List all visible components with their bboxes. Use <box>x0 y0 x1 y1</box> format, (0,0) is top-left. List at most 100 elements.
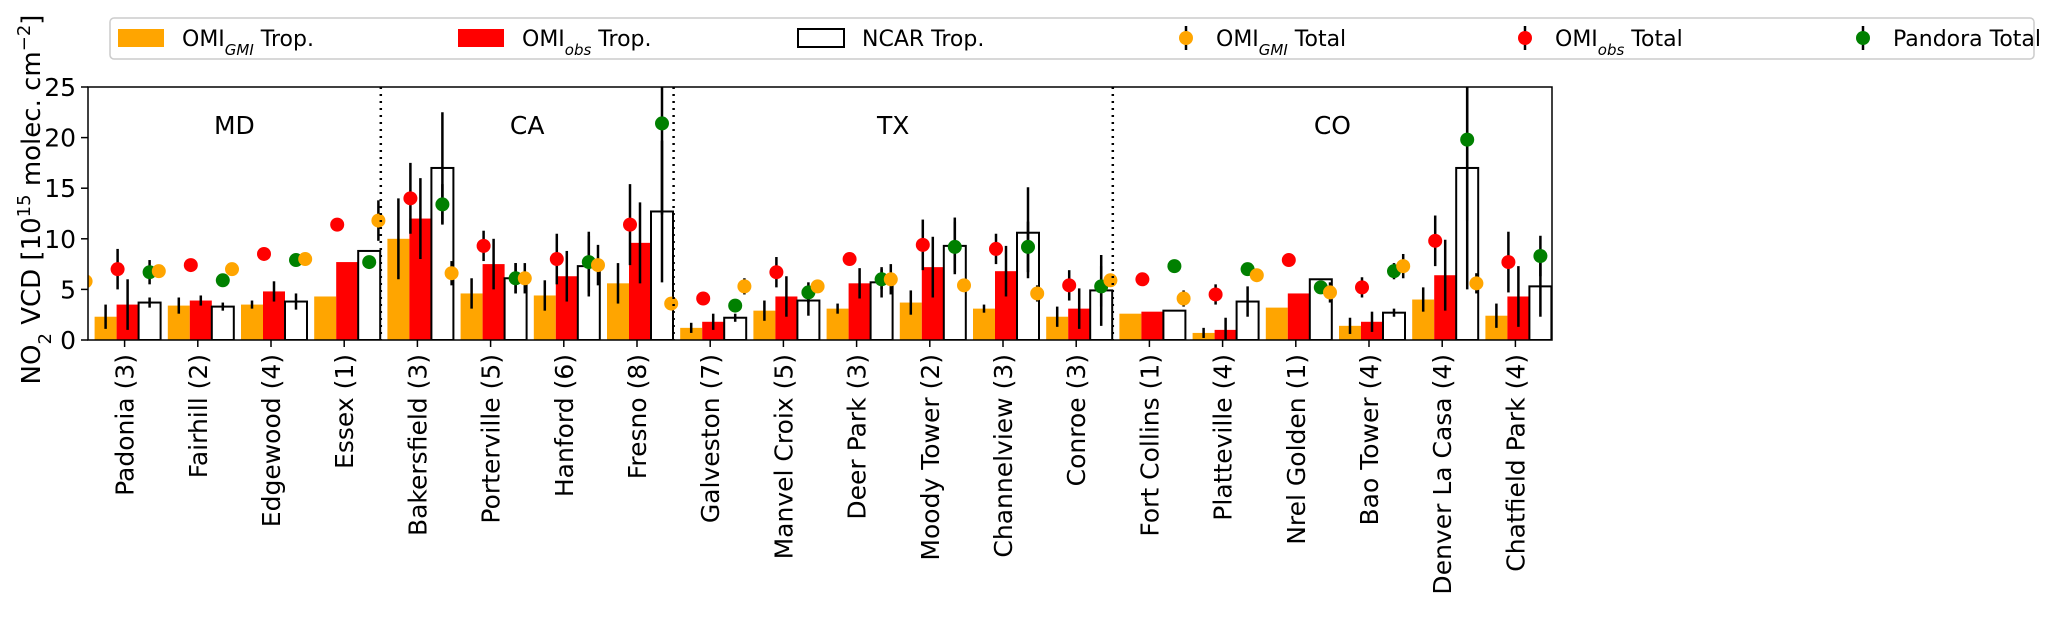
point-pandora-total-galveston-7 <box>728 298 743 313</box>
bar-omi-obs-trop-deer-park-3 <box>848 283 871 340</box>
point-omi-obs-total-bakersfield-3 <box>403 191 418 206</box>
legend-omigmi-trop-label: OMIGMI Trop. <box>182 27 314 59</box>
y-tick-label-20: 20 <box>44 124 76 153</box>
bar-ncar-trop-fairhill-2 <box>210 305 235 340</box>
point-pandora-total-chatfield-park-4 <box>1533 249 1548 264</box>
point-omi-gmi-total-deer-park-3 <box>810 279 825 294</box>
point-omi-gmi-total-denver-la-casa-4 <box>1396 259 1411 274</box>
legend-pandora-total-label: Pandora Total <box>1893 27 2041 52</box>
legend-omiobs-total-label: OMIobs Total <box>1555 27 1683 59</box>
point-pandora-total-fresno-8 <box>655 116 669 131</box>
point-omi-gmi-total-chatfield-park-4 <box>1469 276 1484 291</box>
point-omi-obs-total-fairhill-2 <box>183 258 198 273</box>
point-omi-gmi-total-channelview-3 <box>957 278 971 293</box>
x-tick-label-padonia-3: Padonia (3) <box>111 354 140 496</box>
x-tick-label-porterville-5: Porterville (5) <box>477 354 506 524</box>
point-pandora-total-channelview-3 <box>1021 239 1035 254</box>
bar-omi-obs-trop-moody-tower-2 <box>921 267 944 340</box>
point-omi-obs-total-deer-park-3 <box>842 252 857 267</box>
legend-omigmi-total-label: OMIGMI Total <box>1216 27 1346 59</box>
y-axis: 0 5 10 15 20 25 <box>44 73 88 355</box>
point-omi-obs-total-channelview-3 <box>989 241 1003 256</box>
bar-omi-obs-trop-fort-collins-1 <box>1141 311 1164 340</box>
region-label-ca: CA <box>510 111 545 140</box>
point-pandora-total-fairhill-2 <box>215 273 230 288</box>
x-axis: Padonia (3) Fairhill (2) Edgewood (4) Essex… <box>111 340 1530 595</box>
bar-omi-obs-trop-fairhill-2 <box>189 300 212 340</box>
bar-omi-gmi-trop-fresno-8 <box>607 283 629 340</box>
point-omi-gmi-total-padonia-3 <box>88 274 93 288</box>
x-tick-label-essex-1: Essex (1) <box>330 354 359 469</box>
x-tick-label-galveston-7: Galveston (7) <box>696 354 725 523</box>
point-omi-gmi-total-fresno-8 <box>591 258 605 273</box>
bar-omi-obs-trop-fresno-8 <box>629 242 651 340</box>
bar-omi-gmi-trop-bakersfield-3 <box>387 238 410 340</box>
bar-omi-gmi-trop-manvel-croix-5 <box>753 310 776 340</box>
bar-omi-gmi-trop-essex-1 <box>314 296 337 340</box>
x-tick-label-edgewood-4: Edgewood (4) <box>257 354 286 527</box>
point-pandora-total-moody-tower-2 <box>947 239 962 254</box>
y-tick-label-10: 10 <box>44 225 76 254</box>
point-pandora-total-essex-1 <box>362 255 377 270</box>
point-omi-gmi-total-essex-1 <box>298 252 313 267</box>
x-tick-label-deer-park-3: Deer Park (3) <box>843 354 872 520</box>
point-omi-obs-total-fort-collins-1 <box>1135 272 1150 287</box>
bar-omi-gmi-trop-galveston-7 <box>680 327 703 340</box>
legend-pandora-total-marker <box>1856 31 1870 45</box>
point-pandora-total-fort-collins-1 <box>1167 259 1182 274</box>
point-omi-gmi-total-moody-tower-2 <box>883 272 898 287</box>
bar-omi-obs-trop-porterville-5 <box>482 264 505 340</box>
y-tick-label-25: 25 <box>44 73 76 102</box>
point-omi-gmi-total-nrel-golden-1 <box>1249 268 1264 283</box>
bar-omi-obs-trop-nrel-golden-1 <box>1287 293 1310 340</box>
point-omi-obs-total-manvel-croix-5 <box>769 265 784 280</box>
point-omi-obs-total-moody-tower-2 <box>915 237 930 252</box>
x-tick-label-chatfield-park-4: Chatfield Park (4) <box>1501 354 1530 572</box>
point-omi-obs-total-conroe-3 <box>1062 278 1077 293</box>
x-tick-label-hanford-6: Hanford (6) <box>550 354 579 497</box>
bar-omi-gmi-trop-conroe-3 <box>1046 316 1069 340</box>
point-omi-obs-total-galveston-7 <box>696 291 711 306</box>
point-pandora-total-denver-la-casa-4 <box>1460 132 1475 147</box>
x-tick-label-channelview-3: Channelview (3) <box>989 354 1018 558</box>
legend-omiobs-total-marker <box>1518 31 1532 45</box>
plot-frame <box>87 86 1553 341</box>
bar-omi-obs-trop-edgewood-4 <box>263 291 285 340</box>
bar-omi-gmi-trop-denver-la-casa-4 <box>1412 299 1435 340</box>
bar-omi-obs-trop-galveston-7 <box>702 321 725 340</box>
x-tick-label-nrel-golden-1: Nrel Golden (1) <box>1282 354 1311 545</box>
point-omi-obs-total-nrel-golden-1 <box>1281 253 1296 268</box>
x-tick-label-platteville-4: Platteville (4) <box>1209 354 1238 521</box>
legend-ncar-trop-label: NCAR Trop. <box>862 27 984 52</box>
x-tick-label-moody-tower-2: Moody Tower (2) <box>916 354 945 561</box>
region-label-tx: TX <box>876 111 909 140</box>
point-omi-obs-total-chatfield-park-4 <box>1501 255 1516 270</box>
legend-ncar-trop-swatch <box>797 28 845 48</box>
legend-omiobs-trop-swatch <box>458 29 504 47</box>
point-omi-gmi-total-bao-tower-4 <box>1323 285 1337 300</box>
point-pandora-total-bakersfield-3 <box>435 197 450 212</box>
legend-omigmi-total-marker <box>1179 31 1193 45</box>
point-omi-gmi-total-manvel-croix-5 <box>737 279 752 294</box>
point-omi-obs-total-denver-la-casa-4 <box>1428 233 1443 248</box>
bar-omi-gmi-trop-hanford-6 <box>533 295 556 340</box>
bar-omi-obs-trop-bakersfield-3 <box>409 218 432 340</box>
point-omi-obs-total-fresno-8 <box>623 217 637 232</box>
plot-area: MD CA TX CO <box>87 86 1553 341</box>
plot-marks <box>88 87 1552 340</box>
point-omi-gmi-total-fort-collins-1 <box>1103 273 1118 288</box>
bar-omi-gmi-trop-chatfield-park-4 <box>1485 315 1508 340</box>
point-omi-gmi-total-porterville-5 <box>444 266 459 281</box>
point-omi-gmi-total-bakersfield-3 <box>371 213 386 228</box>
y-tick-label-15: 15 <box>44 174 76 203</box>
bar-ncar-trop-bao-tower-4 <box>1382 311 1406 340</box>
bar-omi-obs-trop-manvel-croix-5 <box>775 296 798 340</box>
y-tick-label-0: 0 <box>60 326 76 355</box>
legend-box <box>109 17 2035 60</box>
point-omi-obs-total-hanford-6 <box>549 252 564 267</box>
region-label-md: MD <box>214 111 255 140</box>
bar-omi-gmi-trop-channelview-3 <box>973 308 995 340</box>
bar-omi-gmi-trop-nrel-golden-1 <box>1265 307 1288 340</box>
bar-omi-gmi-trop-porterville-5 <box>460 293 483 340</box>
